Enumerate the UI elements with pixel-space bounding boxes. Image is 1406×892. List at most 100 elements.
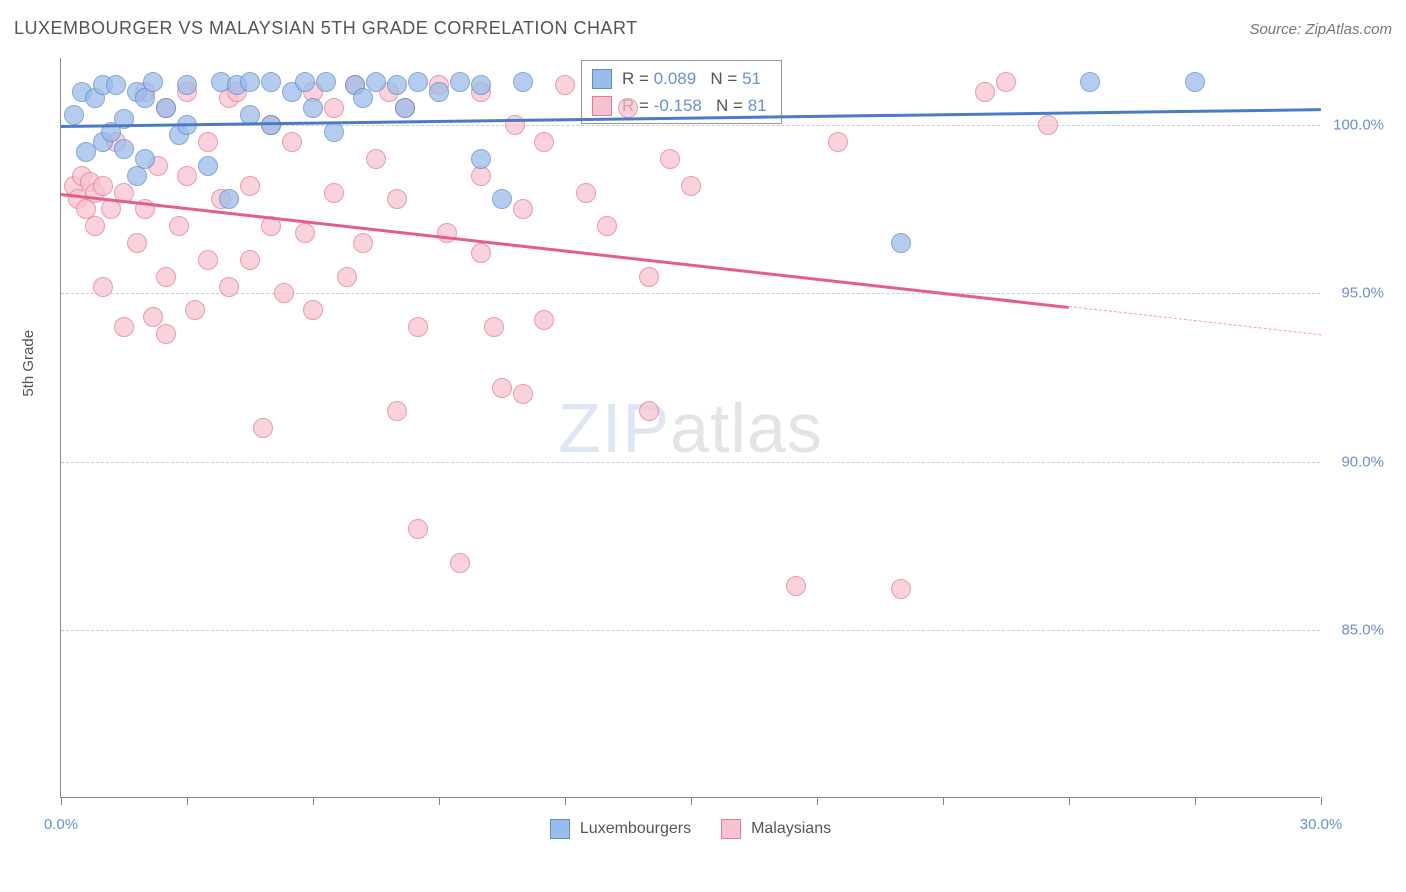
data-point [597,216,617,236]
data-point [639,401,659,421]
data-point [127,233,147,253]
data-point [387,189,407,209]
data-point [450,72,470,92]
x-tick-label: 0.0% [44,816,78,833]
data-point [513,384,533,404]
y-axis-title: 5th Grade [20,330,37,397]
data-point [450,553,470,573]
data-point [85,216,105,236]
data-point [261,72,281,92]
legend-swatch-icon [550,819,570,839]
legend-item-luxembourgers: Luxembourgers [550,819,691,839]
data-point [169,216,189,236]
x-tick [439,797,440,805]
data-point [555,75,575,95]
data-point [324,122,344,142]
data-point [534,310,554,330]
y-tick-label: 95.0% [1341,285,1384,302]
data-point [387,75,407,95]
data-point [408,519,428,539]
data-point [219,277,239,297]
data-point [618,98,638,118]
data-point [891,233,911,253]
data-point [471,243,491,263]
data-point [177,166,197,186]
data-point [240,72,260,92]
watermark-zip: ZIP [558,389,670,467]
data-point [219,189,239,209]
data-point [114,317,134,337]
data-point [891,579,911,599]
data-point [101,199,121,219]
data-point [177,75,197,95]
data-point [996,72,1016,92]
series-legend: Luxembourgers Malaysians [61,819,1320,839]
data-point [471,75,491,95]
chart-source: Source: ZipAtlas.com [1249,21,1392,38]
gridline [61,125,1320,126]
gridline [61,462,1320,463]
data-point [337,267,357,287]
watermark: ZIPatlas [558,388,823,468]
data-point [198,250,218,270]
data-point [143,72,163,92]
data-point [261,115,281,135]
data-point [484,317,504,337]
data-point [513,199,533,219]
data-point [366,149,386,169]
data-point [429,82,449,102]
data-point [353,233,373,253]
data-point [786,576,806,596]
data-point [828,132,848,152]
data-point [660,149,680,169]
data-point [93,277,113,297]
data-point [282,132,302,152]
data-point [156,98,176,118]
data-point [639,267,659,287]
x-tick [565,797,566,805]
data-point [437,223,457,243]
x-tick [187,797,188,805]
x-tick [1069,797,1070,805]
data-point [324,98,344,118]
chart-title: LUXEMBOURGER VS MALAYSIAN 5TH GRADE CORR… [14,18,638,39]
data-point [1038,115,1058,135]
data-point [156,324,176,344]
data-point [975,82,995,102]
x-tick [313,797,314,805]
legend-label: Malaysians [751,820,831,838]
legend-swatch-pink [592,96,612,116]
data-point [513,72,533,92]
watermark-atlas: atlas [670,389,823,467]
data-point [64,105,84,125]
correlation-legend: R = 0.089 N = 51 R = -0.158 N = 81 [581,60,782,124]
x-tick [1321,797,1322,805]
x-tick [943,797,944,805]
x-tick [691,797,692,805]
data-point [576,183,596,203]
x-tick-label: 30.0% [1300,816,1343,833]
data-point [295,223,315,243]
legend-label: Luxembourgers [580,820,691,838]
gridline [61,293,1320,294]
legend-swatch-icon [721,819,741,839]
data-point [303,98,323,118]
data-point [240,176,260,196]
data-point [198,156,218,176]
gridline [61,630,1320,631]
data-point [366,72,386,92]
x-tick [817,797,818,805]
data-point [106,75,126,95]
y-tick-label: 85.0% [1341,621,1384,638]
data-point [1080,72,1100,92]
x-tick [61,797,62,805]
data-point [387,401,407,421]
r-value-pink: -0.158 [654,96,702,115]
data-point [492,189,512,209]
data-point [324,183,344,203]
data-point [114,139,134,159]
data-point [303,300,323,320]
data-point [408,72,428,92]
data-point [295,72,315,92]
legend-item-malaysians: Malaysians [721,819,831,839]
